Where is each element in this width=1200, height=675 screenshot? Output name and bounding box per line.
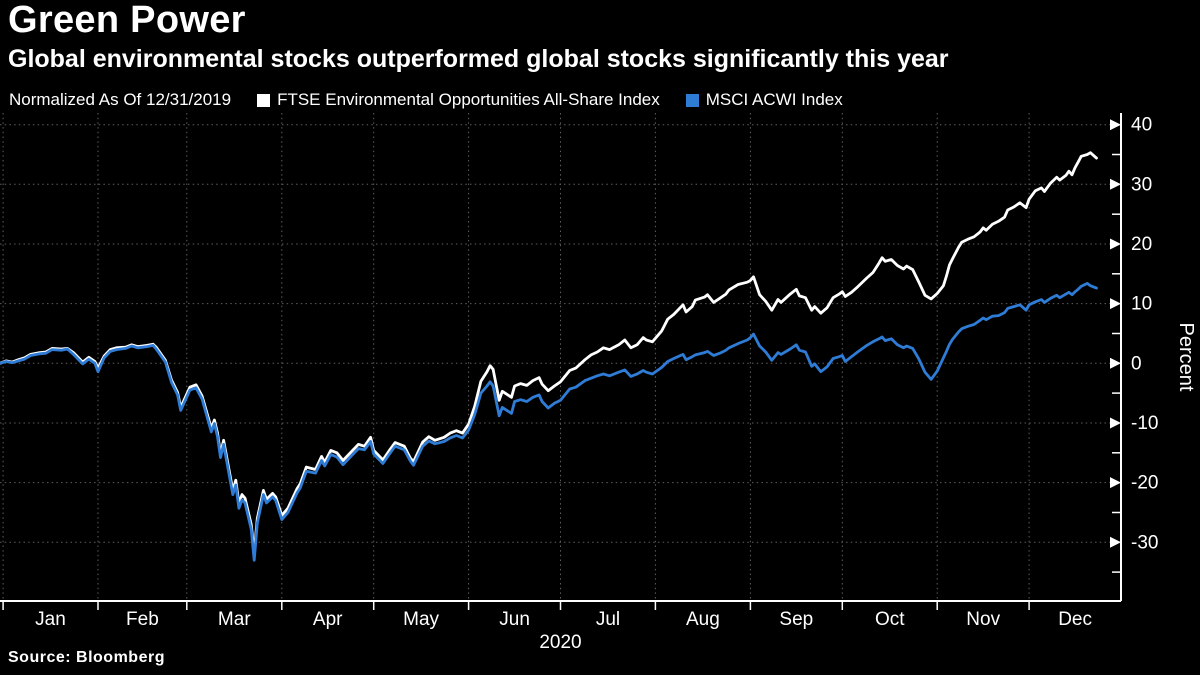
legend-label-msci: MSCI ACWI Index xyxy=(705,90,843,109)
page-subtitle: Global environmental stocks outperformed… xyxy=(8,45,949,73)
source-label: Source: Bloomberg xyxy=(8,649,165,666)
y-tick-label: -10 xyxy=(1131,413,1158,434)
x-month-label: Dec xyxy=(1058,609,1092,630)
legend-label-ftse: FTSE Environmental Opportunities All-Sha… xyxy=(277,90,660,109)
x-year-label: 2020 xyxy=(539,632,581,653)
x-month-label: Oct xyxy=(875,609,905,630)
x-month-label: Mar xyxy=(218,609,251,630)
y-tick-arrow-icon xyxy=(1110,298,1121,310)
legend-note-item: Normalized As Of 12/31/2019 xyxy=(9,90,231,110)
legend-item-msci: MSCI ACWI Index xyxy=(685,90,843,110)
y-tick-label: 10 xyxy=(1131,294,1152,315)
y-tick-label: 20 xyxy=(1131,234,1152,255)
y-tick-arrow-icon xyxy=(1110,238,1121,250)
x-month-label: Aug xyxy=(686,609,720,630)
y-tick-arrow-icon xyxy=(1110,119,1121,131)
legend-note: Normalized As Of 12/31/2019 xyxy=(9,90,232,109)
series-line-msci xyxy=(0,281,1098,562)
y-tick-label: 0 xyxy=(1131,353,1142,374)
y-tick-arrow-icon xyxy=(1110,178,1121,190)
y-tick-label: -30 xyxy=(1131,532,1158,553)
series-line-ftse xyxy=(0,151,1098,555)
page-title: Green Power xyxy=(8,0,246,41)
legend-item-ftse: FTSE Environmental Opportunities All-Sha… xyxy=(257,90,660,110)
x-month-label: Nov xyxy=(966,609,1000,630)
y-tick-arrow-icon xyxy=(1110,536,1121,548)
x-month-label: May xyxy=(403,609,439,630)
y-tick-arrow-icon xyxy=(1110,417,1121,429)
ftse-legend-swatch-icon xyxy=(257,93,271,107)
chart-legend: Normalized As Of 12/31/2019 FTSE Environ… xyxy=(9,90,843,110)
y-tick-arrow-icon xyxy=(1110,357,1121,369)
y-tick-label: -20 xyxy=(1131,473,1158,494)
x-month-label: Jul xyxy=(596,609,620,630)
x-month-label: Jun xyxy=(499,609,530,630)
x-month-label: Apr xyxy=(313,609,343,630)
x-month-label: Sep xyxy=(779,609,813,630)
x-month-label: Jan xyxy=(35,609,66,630)
y-tick-label: 30 xyxy=(1131,174,1152,195)
y-axis-title: Percent xyxy=(1175,323,1197,392)
x-month-label: Feb xyxy=(126,609,159,630)
msci-legend-swatch-icon xyxy=(685,93,699,107)
y-tick-label: 40 xyxy=(1131,115,1152,136)
y-tick-arrow-icon xyxy=(1110,477,1121,489)
